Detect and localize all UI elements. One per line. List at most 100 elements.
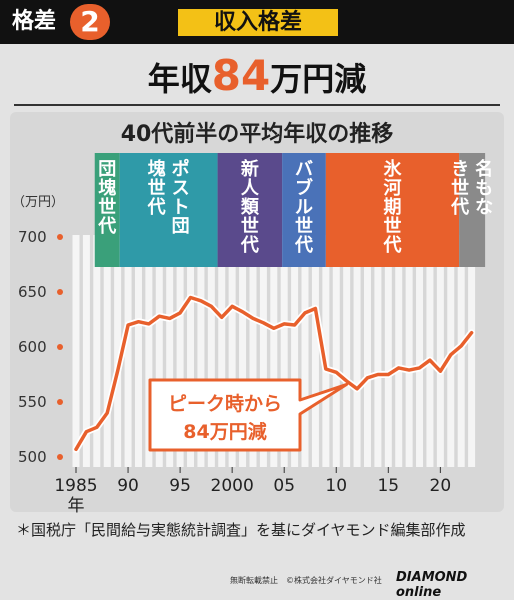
x-tick-label: 90 [117, 476, 139, 496]
generation-label-char: 団 [172, 216, 190, 237]
year-stripe [249, 235, 257, 467]
y-tick-dot [57, 289, 63, 295]
generation-label-char: 代 [450, 197, 469, 218]
y-tick-label: 650 [18, 283, 47, 301]
generation-label-char: 類 [240, 197, 260, 218]
generation-label-char: ル [295, 197, 313, 218]
generation-label-char: 塊 [98, 177, 116, 199]
x-tick-label: 10 [325, 476, 347, 496]
year-stripe [207, 235, 215, 467]
generation-label-char: 団 [98, 159, 116, 180]
generation-label-char: 代 [294, 235, 313, 256]
year-stripe [311, 235, 319, 467]
headline-number: 84 [211, 51, 271, 100]
generation-label-char: 期 [383, 197, 401, 218]
generation-label-char: 河 [383, 178, 401, 199]
year-stripe [291, 235, 299, 467]
chart-title: 40代前半の平均年収の推移 [120, 122, 394, 147]
main-title: 収入格差 [178, 9, 338, 36]
x-tick-label: 95 [169, 476, 191, 496]
year-stripe [103, 235, 111, 467]
year-stripe [363, 235, 371, 467]
generation-band [282, 153, 326, 267]
generation-band [119, 153, 218, 267]
year-stripe [93, 235, 101, 467]
generation-label-char: 人 [241, 178, 260, 199]
year-stripe [218, 235, 226, 467]
year-stripe [114, 235, 122, 467]
series-line [74, 295, 474, 452]
year-stripe [416, 235, 424, 467]
headline-prefix: 年収 [147, 60, 212, 98]
year-stripe [270, 235, 278, 467]
year-stripe [384, 235, 392, 467]
generation-label-char: バ [295, 159, 313, 180]
x-tick-label: 2000 [211, 476, 254, 496]
year-stripe [259, 235, 267, 467]
year-stripe [239, 235, 247, 467]
generation-band [325, 153, 460, 267]
generation-band [459, 153, 486, 267]
generation-label-char: 新 [241, 158, 259, 180]
year-stripe [134, 235, 142, 467]
y-tick-dot [57, 454, 63, 460]
year-stripe [145, 235, 153, 467]
generation-label-char: 代 [240, 235, 259, 256]
year-stripe [82, 235, 90, 467]
generation-label-char: 世 [383, 216, 401, 237]
generation-label-char: 氷 [383, 158, 402, 180]
annotation-box [148, 378, 349, 452]
y-axis-unit: （万円） [12, 195, 64, 210]
section-label: 格差 [12, 9, 57, 34]
year-stripe [405, 235, 413, 467]
y-tick-label: 600 [18, 338, 47, 356]
x-tick-label: 1985 [54, 476, 97, 496]
generation-label-char: 世 [451, 178, 469, 199]
y-tick-dot [57, 399, 63, 405]
year-stripe [166, 235, 174, 467]
generation-label-char: き [451, 159, 469, 180]
x-tick-label: 15 [377, 476, 399, 496]
generation-label-char: な [475, 197, 493, 218]
generation-label-char: 代 [382, 235, 401, 256]
year-stripe [426, 235, 434, 467]
generation-label-char: 代 [97, 216, 116, 237]
year-stripe [343, 235, 351, 467]
x-axis-unit: 年 [68, 496, 85, 516]
x-tick-label: 20 [430, 476, 452, 496]
year-stripe [176, 235, 184, 467]
x-tick-label: 05 [273, 476, 295, 496]
headline-suffix: 万円減 [270, 60, 367, 98]
generation-label-char: 世 [98, 197, 116, 218]
year-stripe [457, 235, 465, 467]
generation-label-char: ト [172, 197, 190, 218]
year-stripe [187, 235, 195, 467]
annotation-line-2: 84万円減 [183, 420, 266, 443]
footnote: ＊国税庁「民間給与実態統計調査」を基にダイヤモンド編集部作成 [16, 521, 466, 539]
generation-label-char: 塊 [148, 158, 166, 180]
generation-band [217, 153, 283, 267]
year-stripe [228, 235, 236, 467]
generation-label-char: 世 [295, 216, 313, 237]
annotation-line-1: ピーク時から [168, 393, 282, 415]
headline-rule [14, 104, 500, 106]
year-stripe [468, 235, 476, 467]
year-stripe [353, 235, 361, 467]
generation-label-char: 世 [241, 216, 259, 237]
credit: 無断転載禁止 ©株式会社ダイヤモンド社 [230, 576, 382, 585]
y-tick-dot [57, 344, 63, 350]
generation-band [94, 153, 120, 267]
year-stripe [72, 235, 80, 467]
year-stripe [197, 235, 205, 467]
year-stripe [155, 235, 163, 467]
generation-label-char: ポ [172, 158, 190, 180]
generation-label-char: 世 [148, 178, 166, 199]
y-tick-label: 500 [18, 448, 47, 466]
generation-label-char: 名 [475, 158, 493, 180]
year-stripe [395, 235, 403, 467]
generation-label-char: 代 [147, 197, 166, 218]
year-stripe [436, 235, 444, 467]
year-stripe [124, 235, 132, 467]
section-number-badge: 2 [70, 4, 110, 40]
